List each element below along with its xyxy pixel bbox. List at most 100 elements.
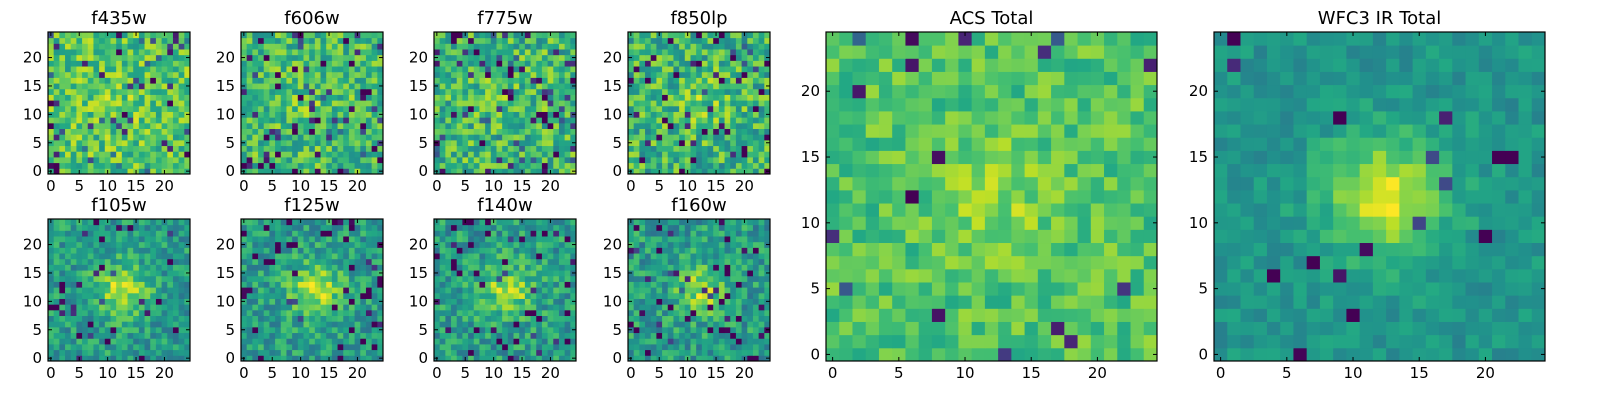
heatmap-cell xyxy=(138,94,146,101)
heatmap-cell xyxy=(553,94,560,101)
heatmap-cell xyxy=(679,343,686,351)
heatmap-cell xyxy=(286,281,293,288)
heatmap-cell xyxy=(747,275,754,282)
heatmap-cell xyxy=(667,37,674,44)
heatmap-cell xyxy=(172,287,180,294)
heatmap-cell xyxy=(479,224,486,231)
heatmap-cell xyxy=(434,122,441,130)
heatmap-cell xyxy=(553,37,560,44)
heatmap-cell xyxy=(564,88,571,95)
heatmap-cell xyxy=(445,162,452,169)
heatmap-cell xyxy=(167,241,174,248)
heatmap-cell xyxy=(87,253,94,260)
heatmap-cell xyxy=(371,94,378,101)
heatmap-cell xyxy=(524,49,532,56)
heatmap-cell xyxy=(451,77,458,84)
heatmap-cell xyxy=(70,338,77,345)
heatmap-cell xyxy=(275,298,282,305)
heatmap-cell xyxy=(633,315,640,322)
heatmap-cell xyxy=(275,43,282,50)
heatmap-cell xyxy=(87,111,94,118)
heatmap-cell xyxy=(172,298,180,305)
heatmap-cell xyxy=(656,145,663,152)
heatmap-cell xyxy=(59,162,66,169)
heatmap-cell xyxy=(553,309,560,317)
heatmap-cell xyxy=(371,224,378,231)
heatmap-cell xyxy=(541,100,549,107)
heatmap-cell xyxy=(371,338,378,345)
heatmap-cell xyxy=(258,71,265,78)
heatmap-cell xyxy=(82,105,89,112)
heatmap-cell xyxy=(724,43,731,50)
heatmap-cell xyxy=(320,253,327,260)
heatmap-cell xyxy=(496,304,503,311)
heatmap-cell xyxy=(507,71,514,78)
heatmap-cell xyxy=(354,128,361,135)
heatmap-cell xyxy=(303,162,310,169)
heatmap-cell xyxy=(365,128,373,135)
heatmap-cell xyxy=(439,100,446,107)
heatmap-cell xyxy=(656,151,663,158)
heatmap-cell xyxy=(263,230,270,237)
heatmap-cell xyxy=(65,43,72,50)
heatmap-cell xyxy=(747,134,754,141)
heatmap-cell xyxy=(662,77,669,84)
heatmap-cell xyxy=(275,258,282,265)
heatmap-cell xyxy=(371,264,378,271)
heatmap-cell xyxy=(343,43,350,50)
heatmap-cell xyxy=(558,281,566,288)
heatmap-cell xyxy=(530,54,537,61)
heatmap-cell xyxy=(564,275,571,282)
heatmap-cell xyxy=(656,321,663,328)
heatmap-cell xyxy=(513,309,520,317)
heatmap-cell xyxy=(150,258,157,265)
heatmap-cell xyxy=(354,275,361,282)
heatmap-cell xyxy=(473,43,480,50)
heatmap-cell xyxy=(241,315,248,322)
heatmap-cell xyxy=(269,94,276,101)
heatmap-cell xyxy=(121,105,128,112)
heatmap-cell xyxy=(462,77,469,84)
heatmap-cell xyxy=(59,275,66,282)
heatmap-cell xyxy=(524,100,532,107)
heatmap-cell xyxy=(258,32,265,39)
heatmap-cell xyxy=(104,332,111,339)
heatmap-cell xyxy=(496,275,503,282)
heatmap-cell xyxy=(343,321,350,328)
heatmap-cell xyxy=(547,128,554,135)
heatmap-cell xyxy=(241,162,248,169)
heatmap-cell xyxy=(558,321,566,328)
heatmap-cell xyxy=(536,43,543,50)
heatmap-cell xyxy=(241,275,248,282)
heatmap-cell xyxy=(701,54,708,61)
heatmap-cell xyxy=(184,332,191,339)
heatmap-cell xyxy=(343,49,350,56)
heatmap-cell xyxy=(82,94,89,101)
heatmap-cell xyxy=(252,151,259,158)
heatmap-cell xyxy=(434,71,441,78)
heatmap-cell xyxy=(269,100,276,107)
heatmap-cell xyxy=(144,168,151,175)
heatmap-cell xyxy=(524,77,532,84)
heatmap-cell xyxy=(445,230,452,237)
heatmap-cell xyxy=(479,287,486,294)
heatmap-cell xyxy=(110,145,117,152)
heatmap-cell xyxy=(507,298,514,305)
heatmap-cell xyxy=(116,71,123,78)
heatmap-cell xyxy=(564,355,571,362)
heatmap-cell xyxy=(263,270,270,277)
heatmap-cell xyxy=(286,258,293,265)
heatmap-cell xyxy=(747,43,754,50)
heatmap-cell xyxy=(513,168,520,175)
heatmap-cell xyxy=(462,264,469,271)
heatmap-cell xyxy=(303,270,310,277)
heatmap-cell xyxy=(104,247,111,254)
heatmap-cell xyxy=(48,309,55,317)
heatmap-cell xyxy=(434,349,441,356)
heatmap-cell xyxy=(730,83,737,90)
heatmap-cell xyxy=(684,298,691,305)
heatmap-cell xyxy=(331,355,339,362)
heatmap-cell xyxy=(258,139,265,147)
heatmap-cell xyxy=(524,343,532,351)
heatmap-cell xyxy=(667,77,674,84)
